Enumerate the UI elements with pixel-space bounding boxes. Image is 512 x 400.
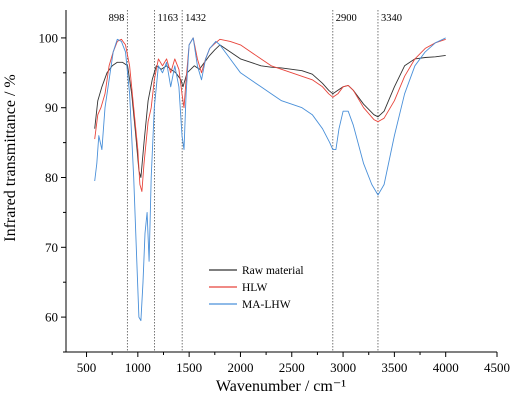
x-ticks: 500 1000 1500 2000 2500 3000 3500 4000 4500 — [77, 352, 510, 375]
x-tick-label: 4500 — [484, 360, 510, 375]
annotation-labels: 898 1163 1432 2900 3340 — [109, 13, 402, 24]
legend-label: MA-LHW — [242, 299, 291, 311]
x-tick-label: 500 — [77, 360, 97, 375]
x-tick-label: 1500 — [176, 360, 202, 375]
y-tick-label: 90 — [45, 100, 58, 115]
x-tick-label: 2000 — [227, 360, 253, 375]
y-ticks: 60 70 80 90 100 — [39, 30, 66, 353]
x-axis-title: Wavenumber / cm⁻¹ — [216, 378, 346, 395]
y-tick-label: 60 — [45, 310, 58, 325]
y-tick-label: 80 — [45, 170, 58, 185]
annotation-label: 1432 — [185, 13, 206, 24]
annotation-label: 3340 — [381, 13, 402, 24]
legend-label: HLW — [242, 282, 267, 294]
plot-area: 500 1000 1500 2000 2500 3000 3500 4000 4500 60 70… — [39, 10, 510, 375]
x-tick-label: 2500 — [279, 360, 305, 375]
y-axis-title: Infrared transmittance / % — [2, 74, 19, 241]
annotation-lines — [126, 10, 379, 352]
series-line-raw-material — [94, 44, 446, 178]
annotation-label: 2900 — [336, 13, 357, 24]
annotation-label: 1163 — [158, 13, 179, 24]
x-tick-label: 3000 — [330, 360, 356, 375]
series-lines — [94, 37, 446, 322]
x-tick-label: 4000 — [433, 360, 459, 375]
x-tick-label: 3500 — [381, 360, 407, 375]
y-tick-label: 100 — [39, 30, 59, 45]
annotation-label: 898 — [109, 13, 125, 24]
series-line-hlw — [94, 37, 446, 192]
legend-label: Raw material — [242, 265, 304, 277]
x-tick-label: 1000 — [125, 360, 151, 375]
y-tick-label: 70 — [45, 240, 58, 255]
legend: Raw material HLW MA-LHW — [209, 265, 304, 311]
series-line-ma-lhw — [94, 37, 446, 322]
